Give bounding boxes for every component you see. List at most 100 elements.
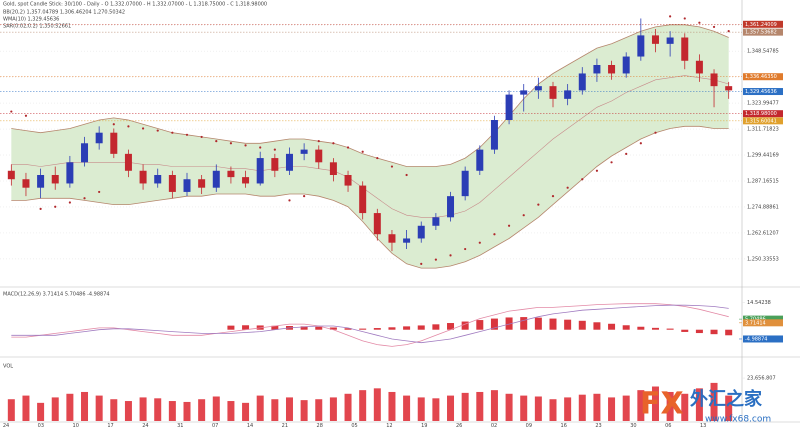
candle-body bbox=[37, 175, 45, 188]
volume-bar bbox=[242, 402, 250, 421]
volume-bar bbox=[417, 397, 425, 421]
volume-bar bbox=[637, 390, 645, 421]
legend-line: Candle Stick: 30/100 - Daily - O 1,332.0… bbox=[30, 2, 267, 8]
x-tick-label: 28 bbox=[317, 423, 323, 429]
volume-bar bbox=[81, 391, 89, 421]
macd-bar bbox=[578, 320, 586, 330]
sar-dot bbox=[698, 21, 701, 24]
sar-dot bbox=[464, 247, 467, 251]
macd-bar bbox=[710, 329, 718, 335]
price-badge-label: 3.71414 bbox=[745, 320, 766, 326]
candle-body bbox=[124, 153, 132, 171]
sar-dot bbox=[39, 207, 42, 210]
sar-dot bbox=[420, 262, 423, 265]
candle-body bbox=[417, 225, 425, 239]
volume-bar bbox=[22, 395, 30, 421]
candle-body bbox=[681, 37, 689, 61]
macd-bar bbox=[388, 327, 396, 330]
volume-bar bbox=[183, 401, 191, 421]
y-tick-label: 1,323.99477 bbox=[747, 101, 779, 107]
sar-dot bbox=[361, 150, 364, 153]
candle-body bbox=[725, 86, 733, 91]
volume-bar bbox=[329, 397, 337, 421]
volume-bar bbox=[154, 398, 162, 421]
price-badge-label: 1,357.53682 bbox=[745, 30, 777, 36]
x-tick-label: 24 bbox=[142, 423, 148, 429]
legend-line: VOL bbox=[3, 364, 13, 370]
macd-bar bbox=[564, 319, 572, 330]
sar-dot bbox=[405, 173, 408, 177]
price-badge bbox=[743, 20, 783, 28]
candle-body bbox=[520, 90, 528, 95]
candle-body bbox=[476, 149, 484, 171]
volume-bar bbox=[461, 392, 469, 421]
macd-bar bbox=[242, 325, 250, 330]
sar-dot bbox=[156, 129, 159, 132]
macd-bar bbox=[417, 325, 425, 330]
macd-bar bbox=[447, 323, 455, 330]
price-badge bbox=[743, 110, 783, 118]
y-tick-label: 1,274.88861 bbox=[747, 204, 779, 210]
macd-bar bbox=[359, 328, 367, 330]
macd-bar bbox=[271, 325, 279, 330]
candle-body bbox=[81, 143, 89, 163]
volume-bar bbox=[227, 401, 235, 421]
volume-bar bbox=[124, 401, 132, 421]
x-tick-label: 14 bbox=[247, 423, 253, 429]
candle-body bbox=[227, 170, 235, 178]
sar-dot bbox=[449, 254, 452, 257]
macd-bar bbox=[227, 325, 235, 330]
legend-line: BB(20,2) 1,357.04789 1,306.46204 1,270.5… bbox=[3, 10, 125, 16]
candle-body bbox=[373, 213, 381, 235]
price-badge bbox=[743, 315, 783, 323]
x-tick-label: 31 bbox=[177, 423, 183, 429]
candle-body bbox=[300, 149, 308, 154]
candle-body bbox=[651, 35, 659, 44]
macd-bar bbox=[520, 317, 528, 330]
volume-bar bbox=[505, 393, 513, 421]
price-badge-label: 1,361.24009 bbox=[745, 22, 777, 28]
volume-bar bbox=[315, 399, 323, 421]
y-tick-label: 1,299.44169 bbox=[747, 153, 779, 159]
candle-body bbox=[183, 179, 191, 192]
sar-dot bbox=[68, 201, 71, 204]
x-tick-label: 26 bbox=[456, 423, 462, 429]
candle-body bbox=[139, 170, 147, 184]
volume-bar bbox=[403, 395, 411, 421]
candle-body bbox=[549, 86, 557, 99]
candle-body bbox=[359, 185, 367, 214]
volume-bar bbox=[710, 382, 718, 421]
macd-bar bbox=[329, 327, 337, 330]
sar-dot bbox=[54, 205, 57, 208]
candle-body bbox=[710, 73, 718, 87]
candle-body bbox=[432, 217, 440, 226]
macd-bar bbox=[344, 328, 352, 330]
x-tick-label: 07 bbox=[212, 423, 218, 429]
macd-bar bbox=[505, 317, 513, 330]
candle-body bbox=[564, 90, 572, 99]
x-tick-label: 19 bbox=[421, 423, 427, 429]
signal-line bbox=[11, 304, 729, 344]
volume-bar bbox=[725, 395, 733, 421]
band-upper bbox=[11, 24, 729, 167]
price-badge bbox=[743, 88, 783, 96]
sar-dot bbox=[625, 152, 628, 155]
band-lower bbox=[11, 125, 729, 269]
volume-bar bbox=[476, 391, 484, 421]
sar-dot bbox=[639, 142, 642, 145]
candle-body bbox=[593, 65, 601, 74]
candle-body bbox=[198, 179, 206, 188]
sar-dot bbox=[141, 127, 145, 130]
y-tick-label: 1,348.54785 bbox=[747, 49, 779, 55]
price-badge bbox=[743, 73, 783, 81]
sar-dot bbox=[537, 203, 540, 206]
price-badge-label: 1,318.98000 bbox=[745, 111, 777, 117]
macd-bar bbox=[681, 329, 689, 332]
volume-bar bbox=[37, 402, 45, 421]
x-tick-label: 23 bbox=[595, 423, 601, 429]
candle-body bbox=[329, 162, 337, 175]
x-tick-label: 06 bbox=[665, 423, 671, 429]
macd-bar bbox=[476, 320, 484, 330]
x-tick-label: 24 bbox=[3, 423, 9, 429]
